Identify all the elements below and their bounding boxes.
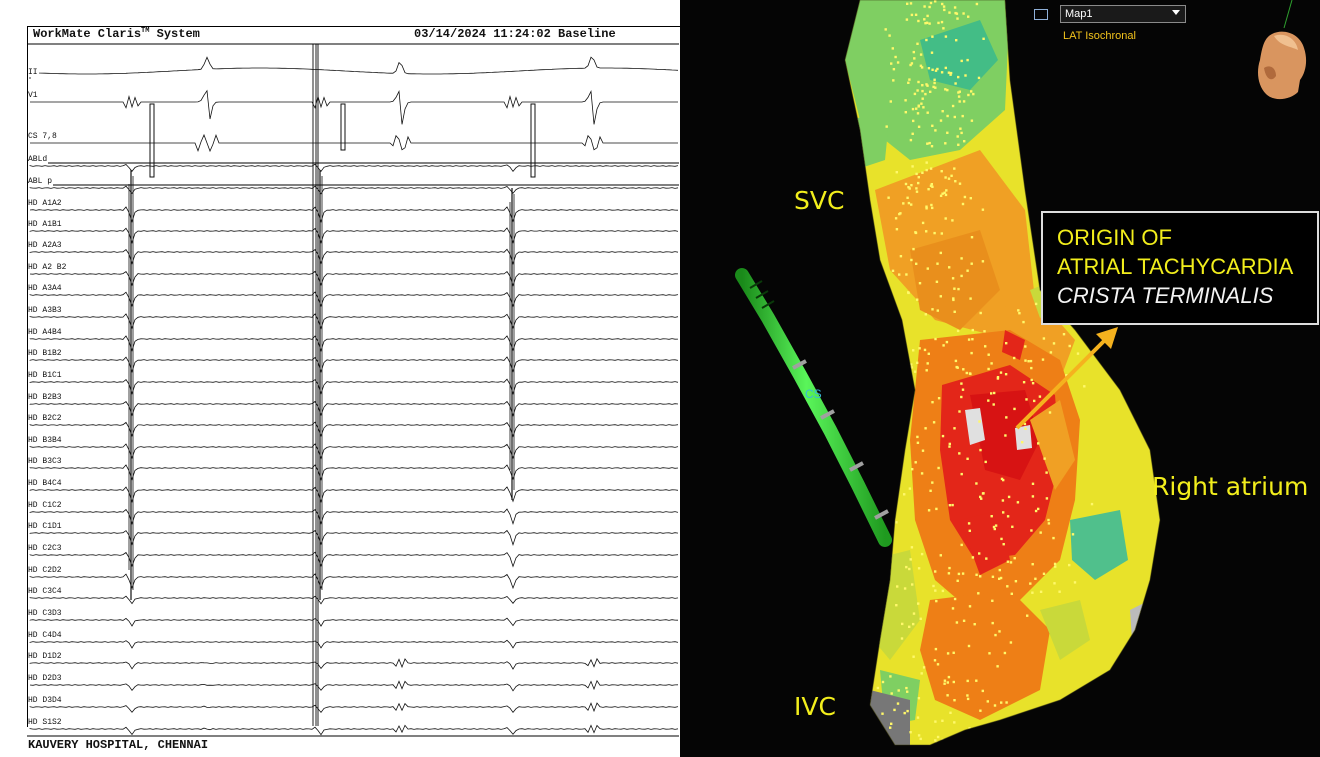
egm-datetime-header: 03/14/2024 11:24:02 Baseline xyxy=(414,27,616,41)
channel-label: ABLd xyxy=(28,155,49,164)
cs-catheter xyxy=(735,268,892,547)
system-name: WorkMate Claris xyxy=(33,27,142,41)
egm-frame xyxy=(27,26,680,727)
mapping-points xyxy=(856,0,1096,745)
channel-label: HD B2B3 xyxy=(28,393,63,402)
channel-label: HD A4B4 xyxy=(28,328,63,337)
map-selector-dropdown[interactable]: Map1 xyxy=(1060,5,1186,23)
recording-datetime: 03/14/2024 11:24:02 xyxy=(414,27,551,41)
channel-label: HD C3D3 xyxy=(28,609,63,618)
channel-label: HD A1B1 xyxy=(28,220,63,229)
svc-label: SVC xyxy=(794,186,845,215)
right-atrium-label: Right atrium xyxy=(1152,472,1309,501)
channel-label: V1 xyxy=(28,91,39,100)
channel-label: II xyxy=(28,68,39,77)
channel-label: ABL p xyxy=(28,177,54,186)
channel-label: HD A1A2 xyxy=(28,199,63,208)
channel-label: HD C3C4 xyxy=(28,587,63,596)
egm-tracings xyxy=(27,43,679,737)
channel-label: HD S1S2 xyxy=(28,718,63,727)
egm-header: WorkMate ClarisTM System xyxy=(33,27,200,41)
ivc-label: IVC xyxy=(794,692,836,721)
recording-state: Baseline xyxy=(558,27,616,41)
channel-label: HD B1B2 xyxy=(28,349,63,358)
channel-label: HD A3B3 xyxy=(28,306,63,315)
channel-label: HD B3C3 xyxy=(28,457,63,466)
annotation-line-2: ATRIAL TACHYCARDIA xyxy=(1057,254,1294,279)
activation-map xyxy=(735,0,1293,746)
chamber-surface xyxy=(845,0,1160,745)
channel-label: HD C1D1 xyxy=(28,522,63,531)
channel-label: HD D3D4 xyxy=(28,696,63,705)
origin-annotation: ORIGIN OF ATRIAL TACHYCARDIA CRISTA TERM… xyxy=(1041,211,1319,325)
channel-label: HD B2C2 xyxy=(28,414,63,423)
hospital-footer: KAUVERY HOSPITAL, CHENNAI xyxy=(28,738,209,752)
map-selector-value: Map1 xyxy=(1065,8,1093,20)
channel-label: HD D1D2 xyxy=(28,652,63,661)
catheter-label: CS xyxy=(805,387,822,401)
channel-label: HD D2D3 xyxy=(28,674,63,683)
annotation-line-3: CRISTA TERMINALIS xyxy=(1057,283,1274,308)
channel-label: HD A2A3 xyxy=(28,241,63,250)
channel-label: HD B3B4 xyxy=(28,436,63,445)
channel-label: HD B4C4 xyxy=(28,479,63,488)
electrogram-panel: WorkMate ClarisTM System 03/14/2024 11:2… xyxy=(27,26,680,752)
activation-map-panel: Map1 LAT Isochronal SVC IVC Right atrium… xyxy=(680,0,1320,757)
orientation-head-icon[interactable] xyxy=(1250,28,1314,108)
trademark: TM xyxy=(141,27,150,35)
channel-label: HD C2C3 xyxy=(28,544,63,553)
annotation-line-1: ORIGIN OF xyxy=(1057,225,1172,250)
channel-label: HD B1C1 xyxy=(28,371,63,380)
map-type-label: LAT Isochronal xyxy=(1063,30,1136,42)
channel-label: HD C1C2 xyxy=(28,501,63,510)
system-suffix: System xyxy=(156,27,200,41)
channel-label: HD C4D4 xyxy=(28,631,63,640)
channel-label: CS 7,8 xyxy=(28,132,58,141)
channel-label: HD A3A4 xyxy=(28,284,63,293)
map-window-icon[interactable] xyxy=(1034,9,1048,20)
chevron-down-icon xyxy=(1172,10,1180,15)
channel-label: HD C2D2 xyxy=(28,566,63,575)
channel-label: HD A2 B2 xyxy=(28,263,68,272)
origin-arrow xyxy=(1015,327,1118,430)
